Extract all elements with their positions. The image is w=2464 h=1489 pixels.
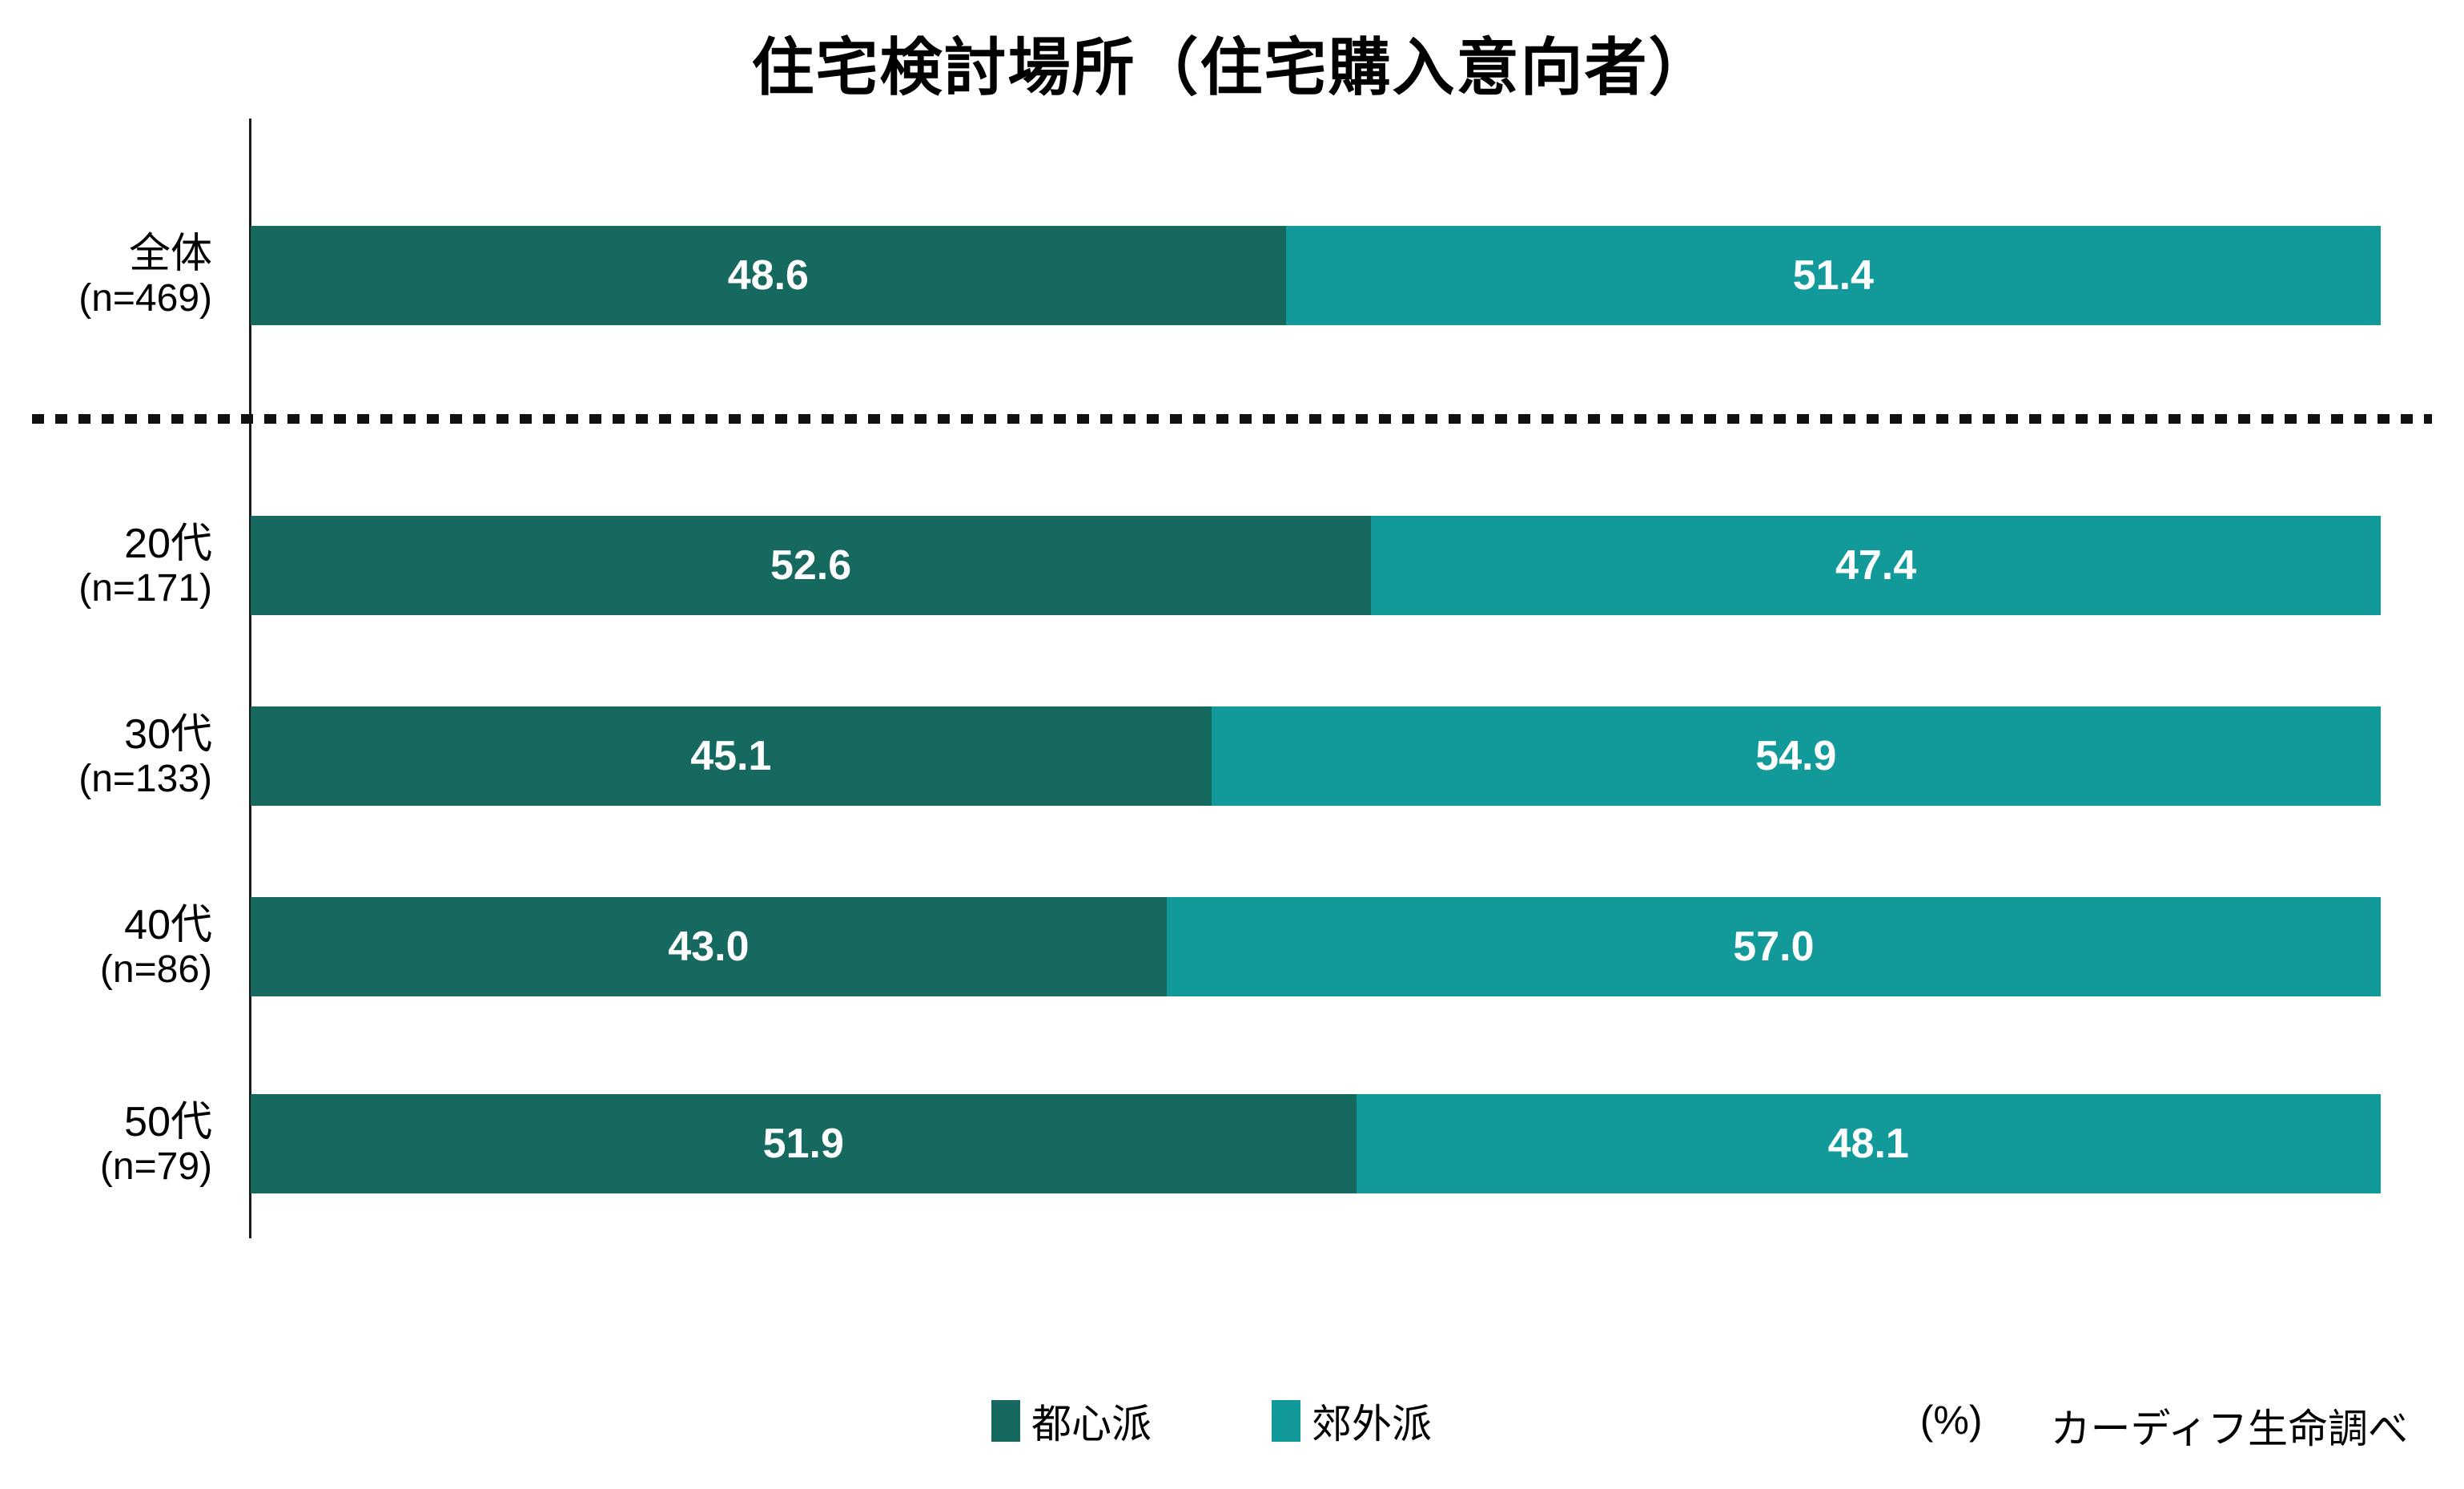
value-label: 51.4 — [1792, 252, 1874, 299]
chart-footer: (%) カーディフ生命調べ — [1920, 1397, 2408, 1455]
bar-segment-suburban: 51.4 — [1285, 226, 2381, 325]
bar-segment-urban: 51.9 — [251, 1094, 1357, 1193]
category-sample-size: (n=79) — [99, 1145, 212, 1189]
bar-segment-urban: 43.0 — [251, 897, 1167, 996]
category-label: 全体 (n=469) — [0, 231, 212, 320]
legend-item-suburban: 郊外派 — [1272, 1392, 1432, 1450]
value-label: 52.6 — [770, 542, 852, 589]
bar-segment-urban: 48.6 — [251, 226, 1286, 325]
category-sample-size: (n=171) — [78, 567, 212, 610]
category-sample-size: (n=86) — [99, 948, 212, 992]
category-label: 40代 (n=86) — [0, 902, 212, 992]
bar-row: 43.0 57.0 — [251, 897, 2381, 996]
legend: 都心派 郊外派 — [991, 1392, 1432, 1450]
y-axis-line — [249, 119, 251, 1238]
bar-row: 45.1 54.9 — [251, 706, 2381, 806]
value-label: 47.4 — [1835, 542, 1917, 589]
value-label: 57.0 — [1733, 924, 1815, 970]
category-name: 40代 — [124, 902, 212, 949]
value-label: 48.1 — [1827, 1121, 1909, 1167]
legend-item-urban: 都心派 — [991, 1392, 1152, 1450]
category-name: 30代 — [124, 711, 212, 759]
value-label: 54.9 — [1755, 733, 1837, 779]
category-label: 30代 (n=133) — [0, 711, 212, 801]
bar-segment-suburban: 57.0 — [1166, 897, 2381, 996]
category-sample-size: (n=133) — [78, 758, 212, 801]
source-label: カーディフ生命調べ — [2050, 1407, 2409, 1451]
unit-label: (%) — [1919, 1398, 1983, 1443]
legend-swatch-urban-icon — [991, 1400, 1020, 1442]
value-label: 43.0 — [668, 924, 750, 970]
category-label: 50代 (n=79) — [0, 1099, 212, 1189]
value-label: 45.1 — [690, 733, 772, 779]
bar-row: 51.9 48.1 — [251, 1094, 2381, 1193]
chart-title: 住宅検討場所（住宅購入意向者） — [751, 32, 1713, 103]
bar-row: 52.6 47.4 — [251, 516, 2381, 615]
bar-row: 48.6 51.4 — [251, 226, 2381, 325]
value-label: 51.9 — [762, 1121, 844, 1167]
legend-label-suburban: 郊外派 — [1312, 1402, 1432, 1447]
bar-segment-urban: 52.6 — [251, 516, 1372, 615]
legend-swatch-suburban-icon — [1272, 1400, 1300, 1442]
value-label: 48.6 — [727, 252, 809, 299]
category-sample-size: (n=469) — [78, 277, 212, 320]
category-name: 20代 — [124, 521, 212, 568]
bar-segment-urban: 45.1 — [251, 706, 1212, 806]
bar-segment-suburban: 47.4 — [1371, 516, 2381, 615]
category-name: 全体 — [128, 231, 212, 278]
category-label: 20代 (n=171) — [0, 521, 212, 610]
bar-segment-suburban: 48.1 — [1356, 1094, 2381, 1193]
dotted-separator — [32, 414, 2432, 424]
category-name: 50代 — [124, 1099, 212, 1146]
legend-label-urban: 都心派 — [1031, 1402, 1152, 1447]
bar-segment-suburban: 54.9 — [1211, 706, 2381, 806]
